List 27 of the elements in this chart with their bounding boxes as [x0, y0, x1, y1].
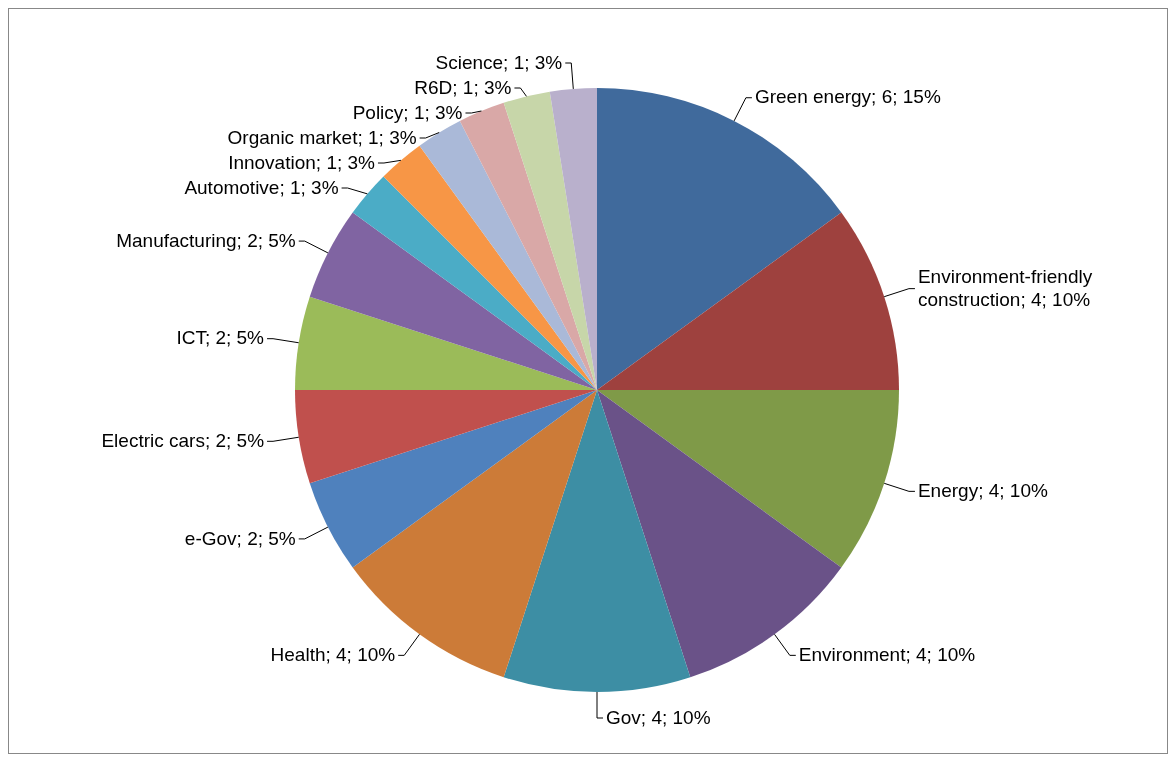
pie-slice [309, 212, 597, 390]
pie-slice [419, 120, 597, 390]
pie-slice [295, 390, 597, 484]
slice-label: Electric cars; 2; 5% [101, 430, 265, 452]
slice-label: Manufacturing; 2; 5% [116, 229, 296, 251]
slice-label: ICT; 2; 5% [176, 327, 265, 349]
pie-slice [352, 176, 597, 390]
pie-slice [597, 212, 899, 390]
slice-label: Health; 4; 10% [270, 644, 396, 666]
slice-label: R6D; 1; 3% [414, 76, 512, 98]
slice-label: Energy; 4; 10% [917, 480, 1048, 502]
pie-slice [503, 390, 691, 692]
slice-label: Science; 1; 3% [435, 51, 563, 73]
pie-slice [295, 296, 597, 390]
slice-label: Policy; 1; 3% [352, 101, 463, 123]
pie-slice [549, 88, 597, 390]
slice-label: e-Gov; 2; 5% [184, 527, 296, 549]
slice-label: Environment; 4; 10% [798, 644, 976, 666]
slice-label: Innovation; 1; 3% [228, 151, 376, 173]
pie-slice [352, 390, 597, 678]
slice-label: Automotive; 1; 3% [184, 176, 339, 198]
slice-label: Gov; 4; 10% [606, 706, 711, 728]
pie-slice [309, 390, 597, 568]
slice-label: Organic market; 1; 3% [227, 126, 417, 148]
slice-label: Environment-friendly construction; 4; 10% [917, 265, 1093, 310]
pie-slice [597, 390, 899, 568]
slice-label: Green energy; 6; 15% [754, 86, 941, 108]
